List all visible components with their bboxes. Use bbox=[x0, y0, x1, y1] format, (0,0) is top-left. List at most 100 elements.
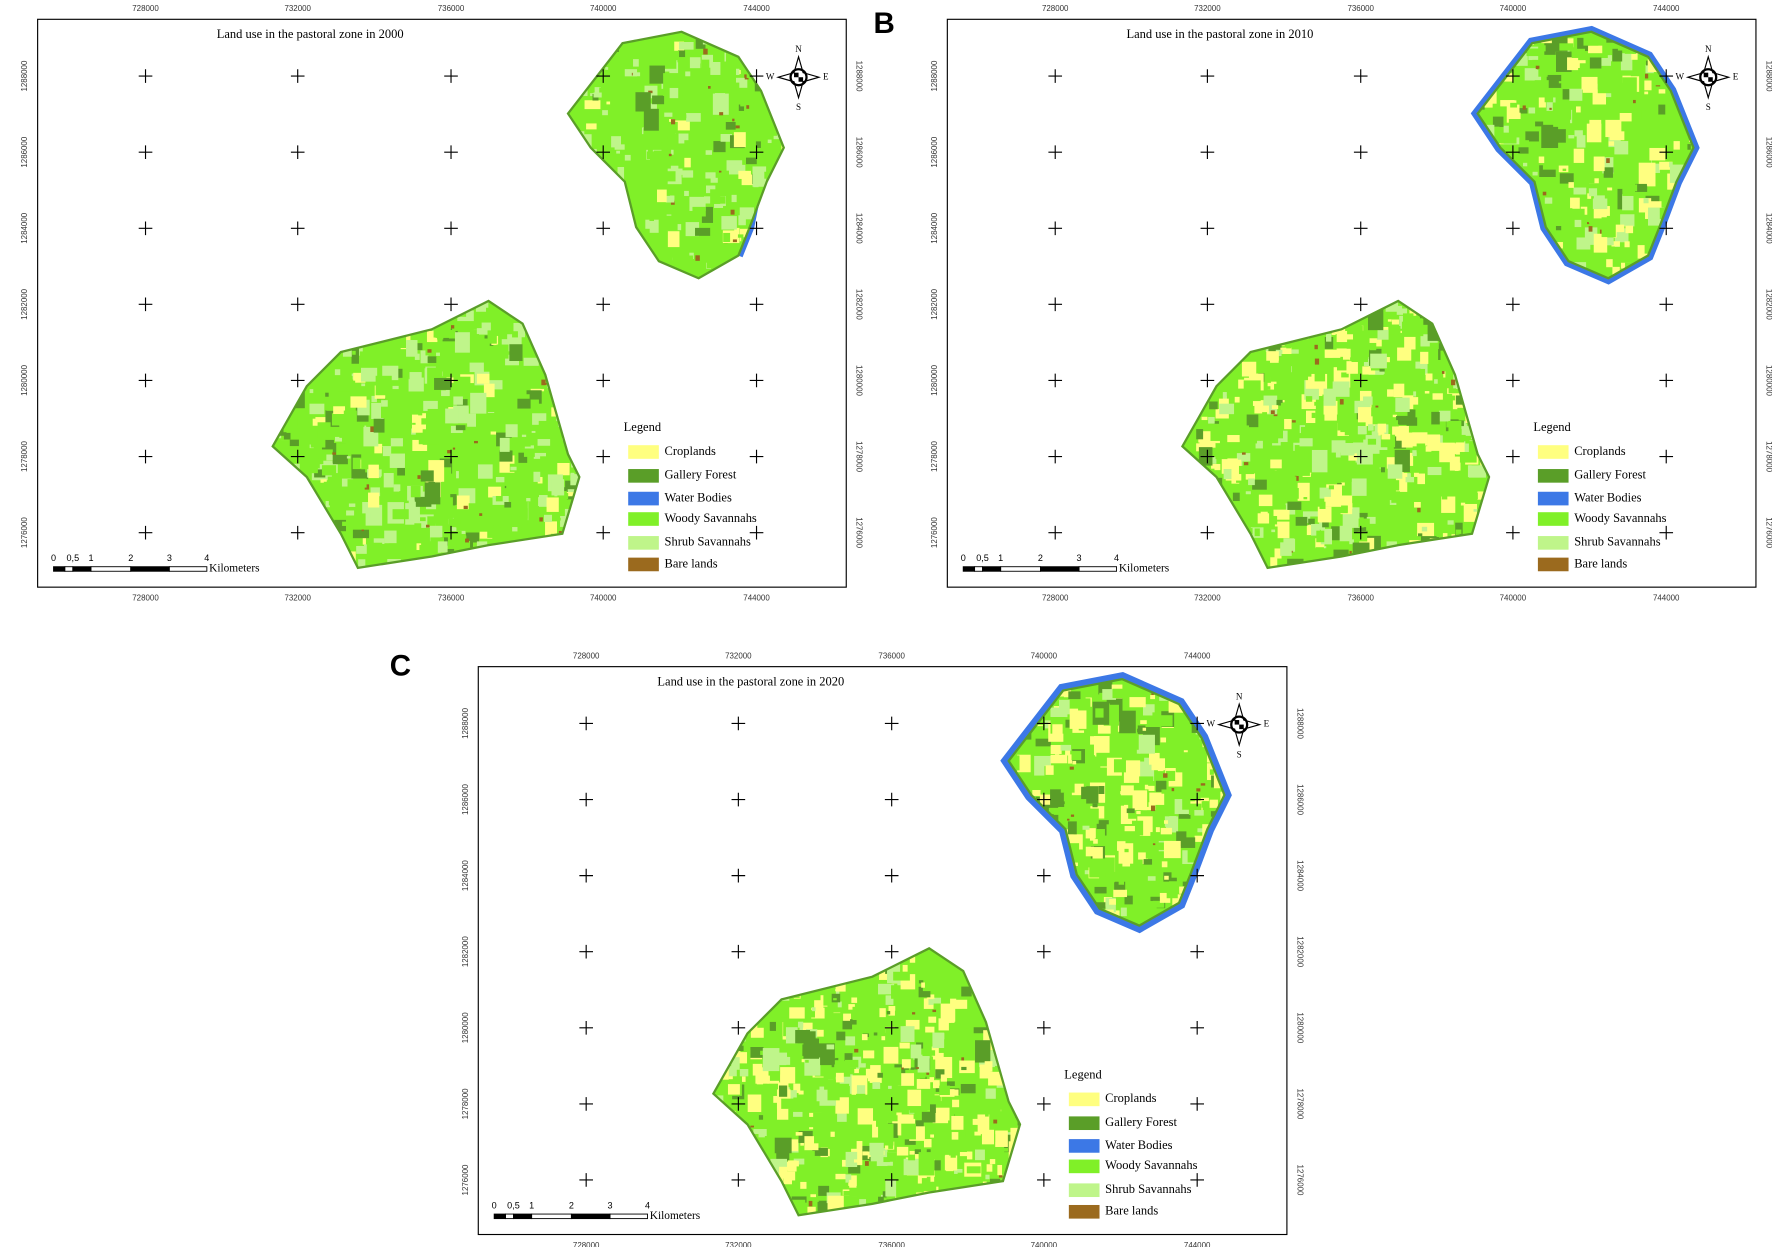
land-patch bbox=[1013, 999, 1021, 1008]
land-patch bbox=[295, 559, 306, 567]
land-patch bbox=[1061, 888, 1079, 908]
land-patch bbox=[1514, 253, 1520, 258]
land-patch bbox=[817, 1201, 828, 1216]
land-patch bbox=[1212, 683, 1223, 691]
land-patch bbox=[1553, 147, 1566, 156]
land-patch bbox=[1067, 818, 1070, 821]
land-patch bbox=[354, 386, 361, 390]
land-patch bbox=[1274, 548, 1282, 559]
land-patch bbox=[1406, 417, 1418, 426]
land-patch bbox=[988, 1071, 1004, 1086]
land-patch bbox=[1413, 472, 1419, 477]
land-patch bbox=[656, 35, 670, 44]
land-patch bbox=[727, 1084, 740, 1095]
land-patch bbox=[713, 1208, 726, 1216]
land-patch bbox=[561, 381, 578, 398]
land-patch bbox=[1095, 741, 1106, 757]
land-patch bbox=[536, 549, 551, 568]
land-patch bbox=[563, 318, 577, 332]
land-patch bbox=[470, 553, 482, 562]
land-patch bbox=[923, 1139, 932, 1148]
land-patch bbox=[767, 94, 772, 100]
grid-cross bbox=[138, 373, 153, 388]
land-patch bbox=[1033, 865, 1038, 871]
land-patch bbox=[1189, 435, 1202, 444]
land-patch bbox=[557, 462, 570, 476]
land-patch bbox=[964, 1204, 974, 1212]
land-patch bbox=[1472, 402, 1479, 409]
land-patch bbox=[609, 264, 614, 268]
land-patch bbox=[1302, 304, 1318, 320]
land-patch bbox=[637, 243, 645, 253]
land-patch bbox=[1161, 861, 1168, 868]
land-patch bbox=[1492, 70, 1497, 75]
land-patch bbox=[598, 209, 603, 214]
land-patch bbox=[289, 507, 305, 520]
land-patch bbox=[1387, 319, 1392, 322]
land-patch bbox=[845, 970, 851, 977]
land-patch bbox=[1666, 253, 1683, 270]
land-patch bbox=[786, 955, 792, 962]
land-patch bbox=[1690, 111, 1694, 119]
land-patch bbox=[352, 529, 370, 539]
land-patch bbox=[1530, 226, 1538, 232]
land-patch bbox=[652, 211, 659, 220]
land-patch bbox=[1658, 89, 1666, 94]
land-patch bbox=[465, 538, 469, 543]
land-patch bbox=[1138, 852, 1146, 860]
land-patch bbox=[570, 302, 580, 314]
land-patch bbox=[1204, 811, 1212, 819]
land-patch bbox=[323, 323, 336, 341]
land-patch bbox=[274, 371, 283, 383]
land-patch bbox=[1435, 419, 1444, 430]
land-patch bbox=[365, 504, 383, 526]
land-patch bbox=[996, 1003, 1001, 1006]
x-tick-label: 736000 bbox=[878, 1241, 905, 1247]
land-patch bbox=[1442, 471, 1454, 479]
land-patch bbox=[979, 1199, 988, 1208]
land-patch bbox=[312, 417, 327, 426]
land-patch bbox=[316, 383, 323, 391]
land-patch bbox=[759, 984, 773, 1000]
land-patch bbox=[1221, 861, 1225, 880]
land-patch bbox=[908, 1198, 924, 1216]
land-patch bbox=[754, 48, 763, 56]
land-patch bbox=[1472, 317, 1484, 332]
land-patch bbox=[1484, 351, 1490, 363]
scale-segment bbox=[505, 1213, 514, 1220]
y-tick-label: 1276000 bbox=[1295, 1165, 1304, 1196]
land-patch bbox=[541, 465, 549, 471]
land-patch bbox=[673, 208, 678, 214]
land-patch bbox=[1201, 801, 1208, 808]
land-patch bbox=[922, 983, 932, 992]
land-patch bbox=[560, 516, 578, 527]
land-patch bbox=[1202, 374, 1211, 379]
land-patch bbox=[1228, 525, 1237, 534]
land-patch bbox=[1385, 302, 1399, 312]
land-patch bbox=[1363, 358, 1369, 367]
land-patch bbox=[583, 223, 600, 239]
land-patch bbox=[567, 444, 576, 453]
grid-cross bbox=[1190, 1173, 1204, 1187]
land-patch bbox=[1353, 442, 1365, 454]
grid-cross bbox=[1048, 145, 1063, 159]
region-outline bbox=[566, 30, 786, 280]
land-patch bbox=[1488, 345, 1490, 360]
land-patch bbox=[932, 1107, 950, 1124]
land-patch bbox=[423, 400, 438, 411]
land-patch bbox=[288, 509, 303, 530]
land-patch bbox=[565, 353, 574, 362]
land-patch bbox=[739, 1181, 755, 1201]
land-patch bbox=[371, 402, 384, 419]
land-patch bbox=[1365, 554, 1382, 568]
land-patch bbox=[1460, 502, 1466, 506]
land-patch bbox=[1124, 848, 1129, 853]
land-patch bbox=[320, 479, 327, 483]
land-patch bbox=[945, 1100, 953, 1105]
land-patch bbox=[430, 304, 447, 320]
land-patch bbox=[718, 170, 722, 173]
land-patch bbox=[863, 994, 875, 1011]
land-patch bbox=[1557, 110, 1570, 119]
land-patch bbox=[936, 1206, 953, 1216]
land-patch bbox=[1573, 187, 1587, 195]
